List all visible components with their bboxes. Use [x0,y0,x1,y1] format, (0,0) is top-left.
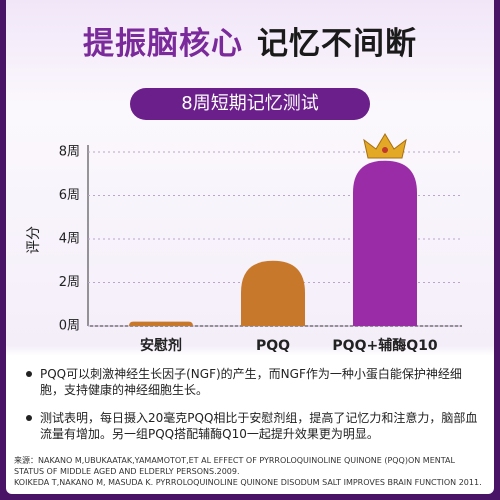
bar [353,160,417,326]
y-tick-label: 0周 [59,319,80,334]
header-title: 记忆不间断 [257,26,417,62]
note: 测试表明，每日摄入20毫克PQQ相比于安慰剂组，提高了记忆力和注意力，脑部血流量… [26,410,480,442]
crown-icon [363,133,407,159]
x-tick-label: PQQ [256,338,290,354]
title-banner [130,88,370,120]
note: PQQ可以刺激神经生长因子(NGF)的产生，而NGF作为一种小蛋白能保护神经细胞… [26,366,480,398]
header-title: 提振脑核心 [83,26,243,62]
chart-title: 8周短期记忆测试 [181,93,318,114]
source: 来源：NAKANO M,UBUKAATAK,YAMAMOTOT,ET AL EF… [14,455,484,488]
y-axis-label: 评分 [26,226,42,254]
source-line: KOIKEDA T,NAKANO M, MASUDA K. PYRROLOQUI… [14,478,482,487]
bar [241,260,305,326]
y-tick-label: 2周 [59,275,80,290]
y-tick-label: 6周 [59,188,80,203]
source-line: 来源：NAKANO M,UBUKAATAK,YAMAMOTOT,ET AL EF… [14,456,455,476]
y-tick-label: 8周 [59,145,80,160]
x-tick-label: PQQ+辅酶Q10 [332,337,437,354]
x-tick-label: 安慰剂 [140,337,182,354]
y-tick-label: 4周 [59,232,80,247]
header: 提振脑核心 记忆不间断 [0,18,500,63]
bar [129,321,193,326]
